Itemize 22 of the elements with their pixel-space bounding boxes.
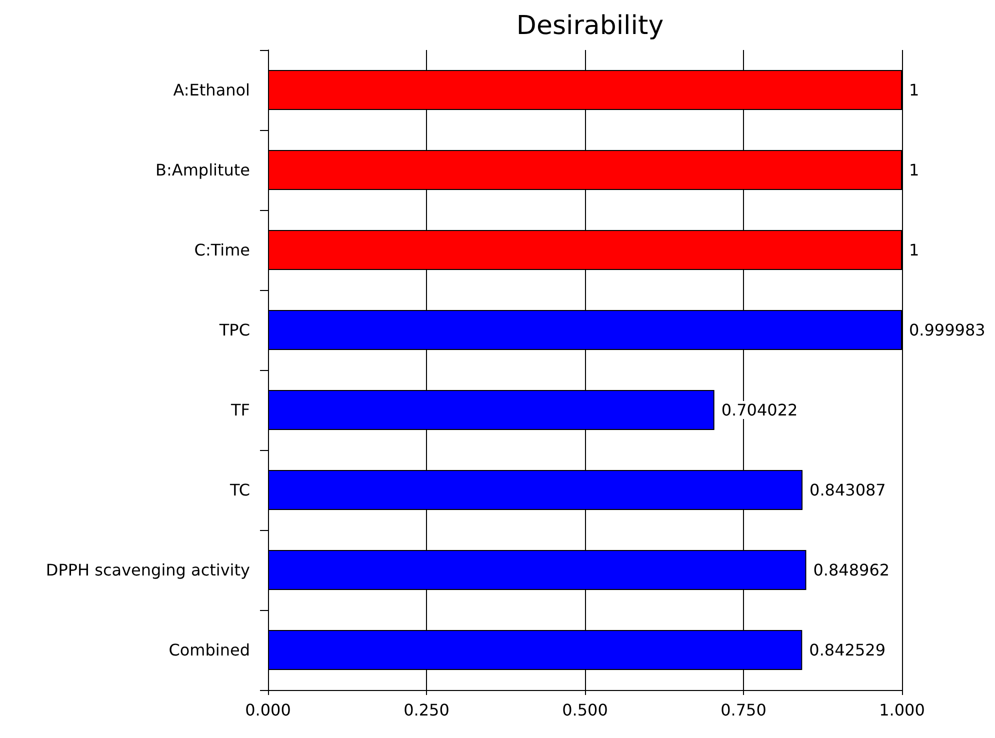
x-tick-label: 0.000 — [245, 700, 291, 720]
y-tick-label: B:Amplitute — [156, 160, 250, 180]
y-tick-label: C:Time — [194, 240, 250, 260]
x-tick-label: 0.250 — [404, 700, 450, 720]
data-label: 1 — [909, 240, 920, 260]
y-tick-label: TPC — [218, 320, 250, 340]
chart-title: Desirability — [516, 11, 664, 41]
data-label: 0.842529 — [809, 640, 886, 660]
x-tick-label: 0.500 — [562, 700, 608, 720]
data-label: 1 — [909, 160, 920, 180]
data-label: 0.704022 — [721, 400, 798, 420]
y-tick-label: A:Ethanol — [173, 80, 250, 100]
y-tick-label: DPPH scavenging activity — [46, 560, 250, 580]
y-tick-label: TC — [228, 480, 250, 500]
y-tick-label: Combined — [168, 640, 250, 660]
data-label: 0.848962 — [813, 560, 890, 580]
data-label: 0.999983 — [908, 320, 986, 340]
x-tick-label: 0.750 — [720, 700, 766, 720]
y-tick-label: TF — [230, 400, 250, 420]
data-label: 1 — [909, 80, 920, 100]
x-tick-label: 1.000 — [879, 700, 925, 720]
data-label: 0.843087 — [810, 480, 886, 500]
